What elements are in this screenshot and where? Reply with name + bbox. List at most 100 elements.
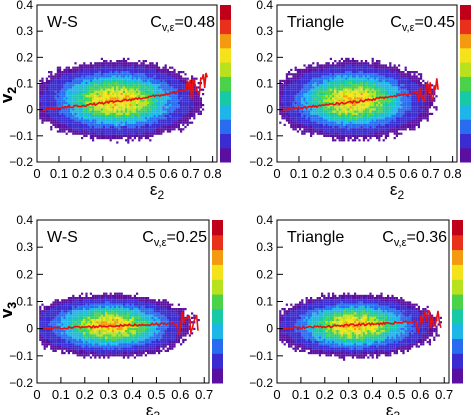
- density-cell: [87, 130, 90, 133]
- density-cell: [70, 312, 73, 315]
- density-cell: [376, 132, 379, 135]
- density-cell: [349, 117, 352, 120]
- density-cell: [406, 108, 409, 111]
- density-cell: [281, 104, 284, 107]
- density-cell: [283, 97, 286, 100]
- density-cell: [389, 110, 392, 113]
- density-cell: [177, 119, 180, 122]
- density-cell: [336, 130, 339, 133]
- density-cell: [301, 130, 304, 133]
- density-cell: [393, 93, 396, 96]
- density-cell: [283, 101, 286, 104]
- density-cell: [140, 115, 143, 118]
- density-cell: [89, 352, 92, 355]
- density-cell: [426, 104, 429, 107]
- density-cell: [70, 95, 73, 98]
- density-cell: [87, 330, 90, 333]
- density-cell: [158, 128, 161, 131]
- density-cell: [142, 106, 145, 109]
- density-cell: [65, 128, 68, 131]
- density-cell: [365, 130, 368, 133]
- density-cell: [105, 121, 108, 124]
- density-cell: [367, 82, 370, 85]
- density-cell: [365, 88, 368, 91]
- density-cell: [378, 139, 381, 142]
- density-cell: [147, 93, 150, 96]
- density-cell: [61, 299, 64, 302]
- density-cell: [140, 99, 143, 102]
- density-cell: [41, 314, 44, 317]
- x-tick-label: 0: [273, 166, 280, 181]
- density-cell: [299, 115, 302, 118]
- density-cell: [129, 84, 132, 87]
- density-cell: [45, 341, 48, 344]
- density-cell: [111, 128, 114, 131]
- density-cell: [310, 117, 313, 120]
- density-cell: [373, 108, 376, 111]
- density-cell: [43, 112, 46, 115]
- density-cell: [356, 121, 359, 124]
- density-cell: [56, 332, 59, 335]
- density-cell: [318, 68, 321, 71]
- density-cell: [340, 90, 343, 93]
- density-cell: [389, 90, 392, 93]
- density-cell: [354, 84, 357, 87]
- density-cell: [94, 73, 97, 76]
- density-cell: [314, 128, 317, 131]
- density-cell: [54, 314, 57, 317]
- density-cell: [301, 93, 304, 96]
- density-cell: [387, 115, 390, 118]
- density-cell: [103, 137, 106, 140]
- density-cell: [127, 130, 130, 133]
- density-cell: [140, 71, 143, 74]
- density-cell: [67, 79, 70, 82]
- density-cell: [398, 75, 401, 78]
- density-cell: [45, 101, 48, 104]
- density-cell: [378, 108, 381, 111]
- density-cell: [415, 97, 418, 100]
- density-cell: [360, 128, 363, 131]
- density-cell: [50, 332, 53, 335]
- density-cell: [417, 79, 420, 82]
- density-cell: [329, 134, 332, 137]
- colorbar-segment: [220, 33, 231, 49]
- density-cell: [72, 132, 75, 135]
- density-cell: [329, 119, 332, 122]
- density-cell: [65, 132, 68, 135]
- density-cell: [166, 90, 169, 93]
- density-cell: [376, 82, 379, 85]
- density-cell: [166, 101, 169, 104]
- density-cell: [116, 71, 119, 74]
- density-cell: [89, 62, 92, 65]
- x-tick-label: 0.1: [50, 166, 68, 181]
- density-cell: [125, 115, 128, 118]
- x-tick-label: 0.1: [290, 166, 308, 181]
- density-cell: [420, 110, 423, 113]
- density-cell: [301, 88, 304, 91]
- density-cell: [122, 75, 125, 78]
- density-cell: [98, 95, 101, 98]
- density-cell: [422, 84, 425, 87]
- density-cell: [334, 97, 337, 100]
- density-cell: [354, 68, 357, 71]
- density-cell: [349, 79, 352, 82]
- density-cell: [133, 68, 136, 71]
- density-cell: [54, 330, 57, 333]
- density-cell: [402, 126, 405, 129]
- density-cell: [63, 325, 66, 328]
- density-cell: [166, 112, 169, 115]
- density-cell: [151, 110, 154, 113]
- density-cell: [283, 88, 286, 91]
- density-cell: [78, 132, 81, 135]
- density-cell: [155, 93, 158, 96]
- density-cell: [387, 130, 390, 133]
- density-cell: [329, 97, 332, 100]
- density-cell: [65, 301, 68, 304]
- density-cell: [158, 71, 161, 74]
- density-cell: [89, 79, 92, 82]
- density-cell: [56, 86, 59, 89]
- density-cell: [41, 325, 44, 328]
- density-cell: [160, 88, 163, 91]
- density-cell: [164, 123, 167, 126]
- density-cell: [59, 343, 62, 346]
